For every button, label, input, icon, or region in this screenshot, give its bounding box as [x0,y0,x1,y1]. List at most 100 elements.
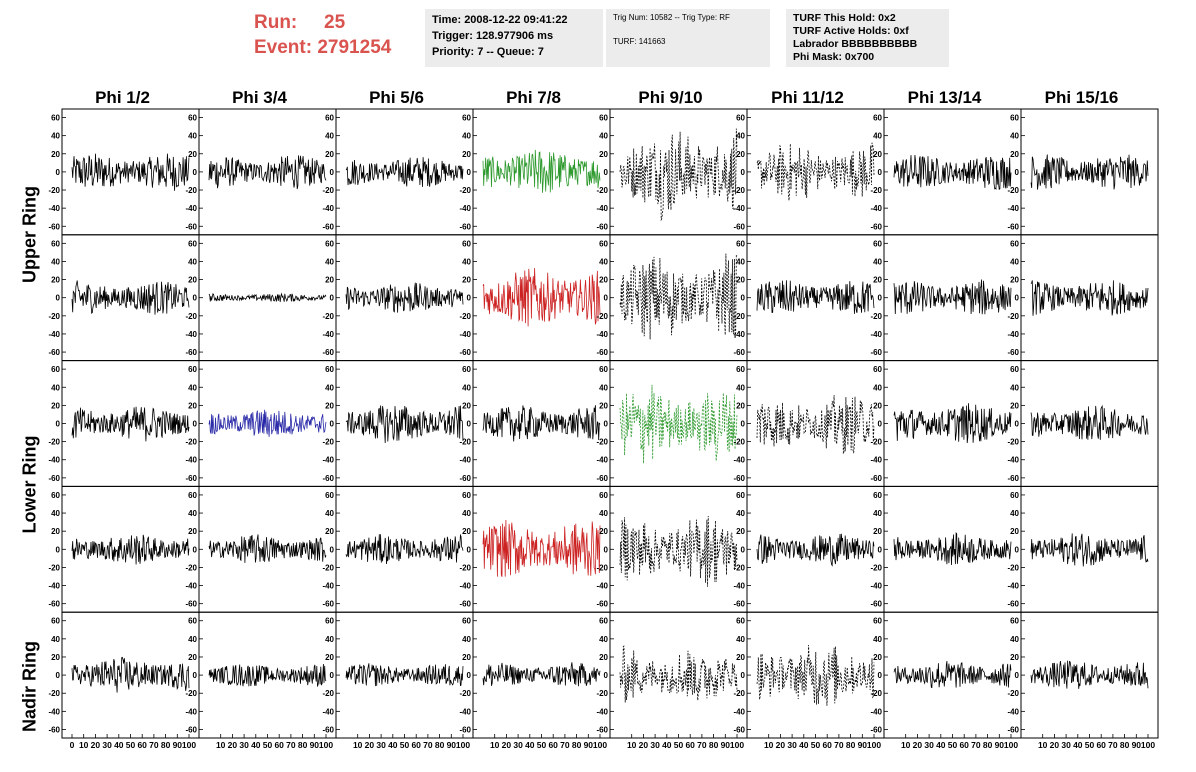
y-tick-label: -20 [322,563,334,572]
y-tick-label: 20 [873,401,882,410]
y-tick-label: -20 [48,689,60,698]
y-tick-label: 60 [1010,491,1019,500]
y-tick-label: 0 [604,168,609,177]
y-tick-label: -20 [459,186,471,195]
x-tick-label: 20 [913,740,923,750]
y-tick-label: -40 [48,456,60,465]
y-tick-label: -60 [322,222,334,231]
y-tick-label: -60 [1007,474,1019,483]
y-tick-label: 60 [736,491,745,500]
y-tick-label: 40 [188,635,197,644]
y-tick-label: 40 [736,383,745,392]
y-tick-label: 40 [599,509,608,518]
y-tick-label: -20 [48,563,60,572]
waveform-trace [482,519,601,577]
x-tick-label: 100 [319,740,333,750]
y-tick-label: 20 [462,653,471,662]
x-tick-label: 100 [1141,740,1155,750]
y-tick-label: 0 [193,420,198,429]
y-tick-label: -20 [596,563,608,572]
x-tick-label: 90 [1132,740,1142,750]
y-tick-label: 40 [462,635,471,644]
y-tick-label: -60 [733,222,745,231]
y-tick-label: -20 [1007,438,1019,447]
y-tick-label: 60 [873,114,882,123]
y-tick-label: -40 [596,330,608,339]
x-tick-label: 100 [730,740,744,750]
y-tick-label: 60 [1010,114,1019,123]
y-tick-label: 60 [599,617,608,626]
y-tick-label: -60 [596,348,608,357]
y-tick-label: 60 [873,617,882,626]
y-tick-label: 40 [325,383,334,392]
x-tick-label: 10 [79,740,89,750]
y-tick-label: -20 [185,312,197,321]
y-tick-label: 20 [51,527,60,536]
cell-frame-r4-c5 [746,611,885,739]
y-tick-label: 60 [462,239,471,248]
y-tick-label: -60 [1007,348,1019,357]
waveform-trace [345,533,464,565]
y-tick-label: -40 [322,330,334,339]
y-tick-label: 20 [188,150,197,159]
y-tick-label: -40 [459,456,471,465]
y-tick-label: 40 [873,132,882,141]
turf-panel: TURF This Hold: 0x2 TURF Active Holds: 0… [786,9,949,67]
y-tick-label: -40 [185,707,197,716]
y-tick-label: 40 [51,132,60,141]
x-tick-label: 30 [787,740,797,750]
y-tick-label: -60 [870,725,882,734]
y-tick-label: -60 [870,600,882,609]
phi-header-7: Phi 13/14 [907,88,982,107]
y-tick-label: -60 [185,474,197,483]
y-tick-label: 0 [56,671,61,680]
y-tick-label: -60 [870,474,882,483]
x-tick-label: 30 [513,740,523,750]
y-tick-label: 60 [462,365,471,374]
y-tick-label: 0 [741,420,746,429]
waveform-trace [482,405,601,442]
y-tick-label: -20 [1007,312,1019,321]
y-tick-label: 20 [736,401,745,410]
x-tick-label: 10 [216,740,226,750]
y-tick-label: -40 [322,582,334,591]
y-tick-label: -40 [1007,582,1019,591]
y-tick-label: 20 [599,653,608,662]
y-tick-label: -60 [48,725,60,734]
y-tick-label: -20 [322,438,334,447]
x-tick-label: 80 [435,740,445,750]
y-tick-label: 40 [188,383,197,392]
x-tick-label: 10 [627,740,637,750]
y-tick-label: 40 [188,257,197,266]
phi-header-4: Phi 7/8 [506,88,561,107]
x-tick-label: 40 [251,740,261,750]
x-tick-label: 10 [1038,740,1048,750]
x-tick-label: 70 [423,740,433,750]
y-tick-label: 20 [51,150,60,159]
y-tick-label: -40 [459,582,471,591]
y-tick-label: -60 [596,600,608,609]
y-tick-label: 60 [1010,365,1019,374]
y-tick-label: 20 [188,653,197,662]
x-tick-label: 60 [959,740,969,750]
y-tick-label: 60 [599,114,608,123]
x-tick-label: 10 [353,740,363,750]
y-tick-label: 60 [462,617,471,626]
y-tick-label: 40 [873,383,882,392]
y-tick-label: 40 [51,383,60,392]
y-tick-label: 40 [736,509,745,518]
y-tick-label: 60 [1010,239,1019,248]
y-tick-label: 20 [1010,527,1019,536]
x-tick-label: 70 [560,740,570,750]
x-tick-label: 70 [286,740,296,750]
waveform-trace [482,268,601,327]
y-tick-label: 40 [599,635,608,644]
y-tick-label: 0 [467,168,472,177]
x-tick-label: 20 [639,740,649,750]
y-tick-label: 0 [878,545,883,554]
waveform-trace [345,405,464,444]
x-tick-label: 20 [502,740,512,750]
y-tick-label: -40 [1007,330,1019,339]
x-tick-label: 40 [525,740,535,750]
